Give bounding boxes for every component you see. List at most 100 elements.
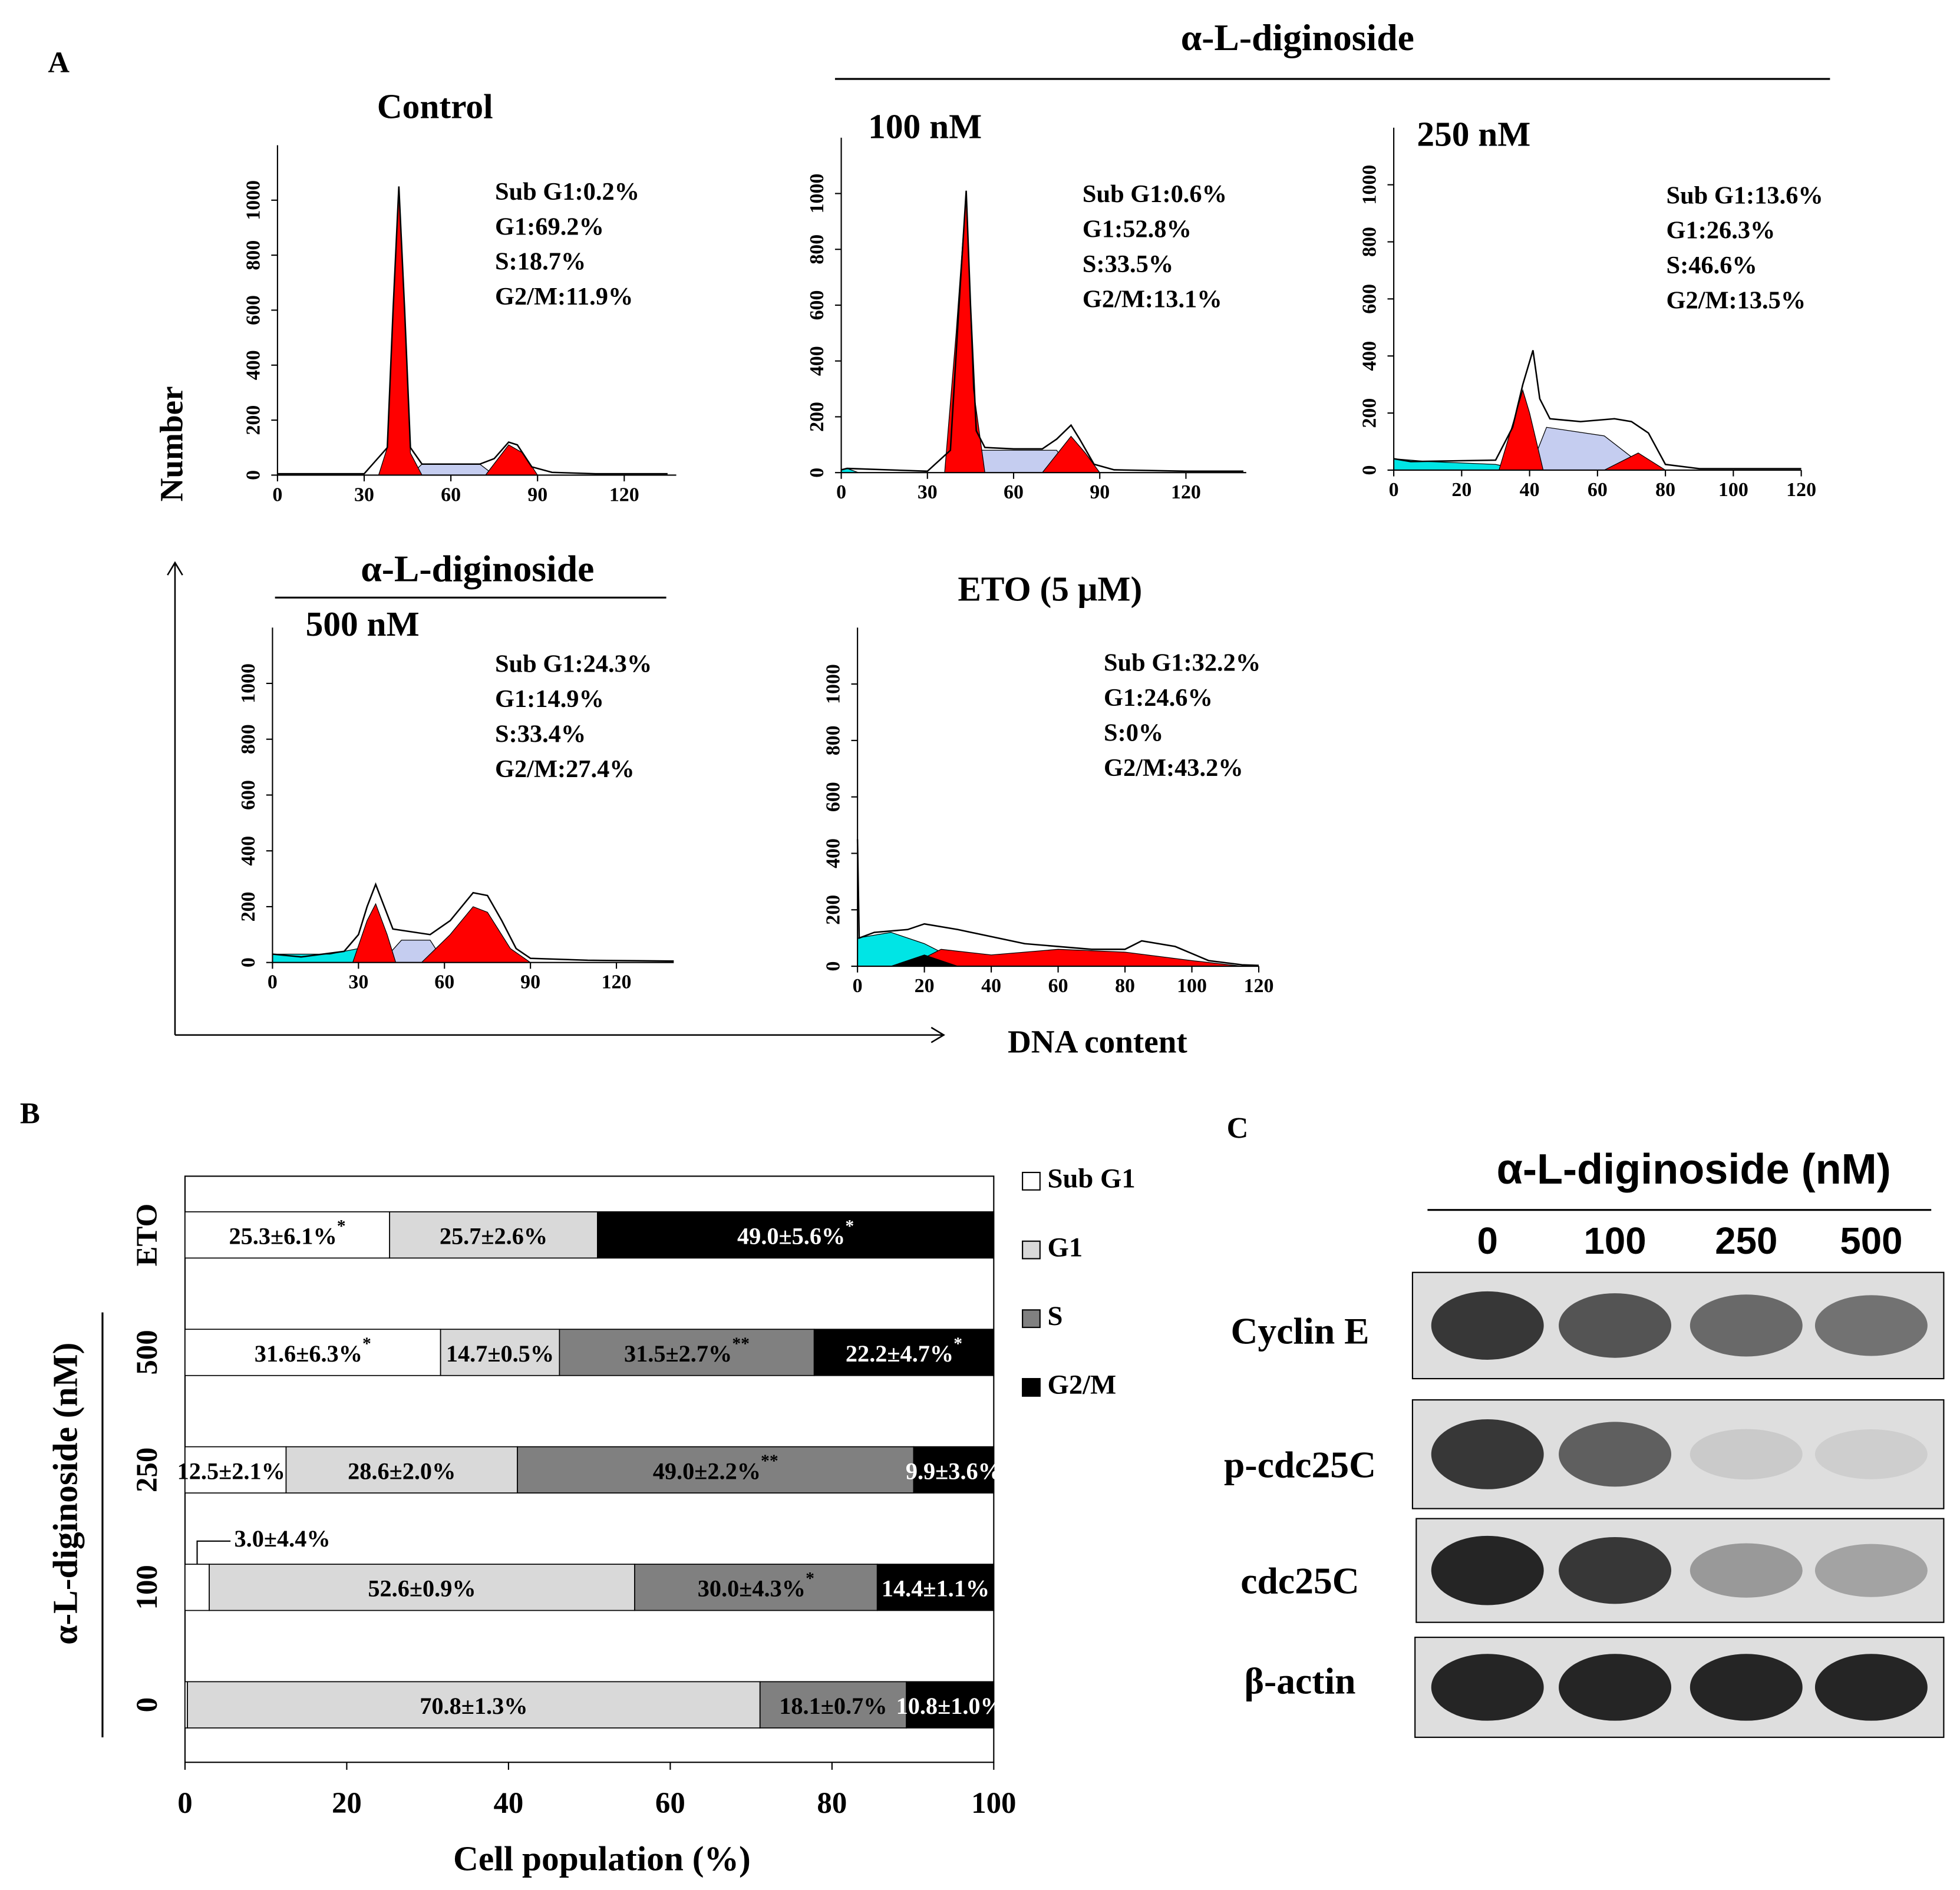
group-label: α-L-diginoside	[361, 547, 594, 589]
group-label: α-L-diginoside	[1181, 16, 1414, 58]
lane-label: 100	[1583, 1220, 1646, 1262]
value-label-text: 14.4±1.1%	[882, 1575, 989, 1602]
y-tick-label: 200	[1359, 398, 1381, 428]
value-label: 52.6±0.9%	[368, 1575, 476, 1602]
y-tick-label: 800	[806, 234, 828, 265]
significance-mark: **	[732, 1334, 750, 1353]
x-tick-label: 80	[1655, 479, 1675, 501]
significance-mark: *	[806, 1569, 814, 1588]
component-area	[1498, 389, 1544, 471]
x-tick-label: 80	[1115, 975, 1135, 997]
panel-title: 100 nM	[868, 107, 982, 146]
annotation: S:33.4%	[495, 720, 586, 748]
x-tick-label: 20	[332, 1787, 362, 1820]
total-trace	[841, 190, 1243, 472]
annotation: G1:24.6%	[1104, 684, 1213, 712]
y-tick-label: 400	[1359, 341, 1381, 371]
x-tick-label: 100	[1718, 479, 1748, 501]
legend-label: G2/M	[1048, 1370, 1117, 1400]
blot-band	[1431, 1535, 1544, 1605]
value-label: 25.3±6.1%*	[229, 1217, 345, 1250]
value-label-text: 9.9±3.6%	[906, 1458, 1002, 1485]
y-tick-label: 0	[823, 961, 844, 972]
legend-label: G1	[1048, 1232, 1083, 1263]
x-tick-label: 0	[272, 484, 282, 505]
bar-segment	[876, 1564, 995, 1611]
value-label-text: 14.7±0.5%	[446, 1340, 554, 1367]
panel-title: Control	[377, 87, 493, 126]
value-label: 14.7±0.5%	[446, 1340, 554, 1367]
blot-band	[1690, 1429, 1803, 1480]
value-label-text: 30.0±4.3%	[698, 1575, 806, 1602]
total-trace	[856, 839, 1259, 966]
row-label: cdc25C	[1240, 1560, 1359, 1602]
x-tick-label: 0	[268, 972, 278, 993]
panel-title: 500 nM	[306, 604, 420, 643]
annotation: G1:26.3%	[1667, 217, 1776, 244]
significance-mark: **	[761, 1452, 778, 1471]
value-label-text: 49.0±5.6%	[737, 1223, 845, 1250]
value-label: 31.6±6.3%*	[255, 1334, 371, 1367]
x-tick-label: 100	[971, 1787, 1016, 1820]
annotation: Sub G1:0.6%	[1083, 180, 1227, 208]
category-label: 500	[131, 1330, 164, 1374]
x-tick-label: 0	[853, 975, 863, 997]
annotation: G2/M:43.2%	[1104, 754, 1243, 782]
blot-band	[1814, 1295, 1928, 1356]
lane-label: 250	[1715, 1220, 1777, 1262]
category-label: 0	[131, 1697, 164, 1712]
value-label-text: 52.6±0.9%	[368, 1575, 476, 1602]
blot-band	[1559, 1654, 1672, 1721]
category-label: 250	[131, 1448, 164, 1492]
value-label: 9.9±3.6%	[906, 1458, 1002, 1485]
y-tick-label: 1000	[243, 180, 265, 220]
legend-label: Sub G1	[1048, 1164, 1136, 1194]
blot-band	[1814, 1429, 1928, 1479]
value-label-text: 28.6±2.0%	[348, 1458, 456, 1485]
x-tick-label: 30	[348, 972, 368, 993]
legend-swatch	[1022, 1309, 1041, 1329]
significance-mark: *	[337, 1217, 346, 1235]
y-tick-label: 800	[823, 725, 844, 755]
component-area	[484, 444, 539, 476]
y-tick-label: 600	[1359, 284, 1381, 314]
row-label: p-cdc25C	[1224, 1443, 1376, 1485]
y-tick-label: 0	[1359, 465, 1381, 475]
annotation: S:46.6%	[1667, 252, 1757, 279]
value-label: 49.0±2.2%**	[653, 1452, 778, 1485]
annotation: Sub G1:24.3%	[495, 650, 652, 678]
blot-band	[1690, 1654, 1803, 1721]
value-label-text: 18.1±0.7%	[779, 1693, 887, 1719]
significance-mark: *	[362, 1334, 371, 1353]
x-tick-label: 30	[918, 481, 938, 503]
panel-title: 250 nM	[1417, 114, 1530, 153]
lane-label: 0	[1477, 1220, 1498, 1262]
component-area	[420, 906, 532, 963]
row-label: Cyclin E	[1230, 1310, 1369, 1352]
y-tick-label: 400	[243, 350, 265, 380]
x-tick-label: 20	[915, 975, 935, 997]
component-area	[409, 464, 496, 476]
total-trace	[1393, 350, 1801, 470]
y-tick-label: 400	[237, 836, 259, 866]
y-axis-label: α-L-diginoside (nM)	[45, 1343, 84, 1645]
bar-segment	[389, 1211, 598, 1259]
y-tick-label: 800	[1359, 227, 1381, 257]
x-tick-label: 20	[1451, 479, 1471, 501]
total-trace	[277, 186, 668, 475]
x-tick-label: 90	[1090, 481, 1110, 503]
value-label: 25.7±2.6%	[440, 1223, 547, 1250]
significance-mark: *	[845, 1217, 854, 1235]
x-tick-label: 120	[1786, 479, 1816, 501]
bar-segment	[559, 1329, 815, 1376]
blot-band	[1690, 1294, 1803, 1357]
bar-segment	[517, 1446, 915, 1494]
panel-letter: A	[48, 46, 70, 79]
total-trace	[272, 882, 674, 962]
y-tick-label: 200	[243, 405, 265, 435]
annotation: Sub G1:13.6%	[1667, 181, 1823, 209]
bar-segment	[813, 1329, 995, 1376]
annotation: G1:52.8%	[1083, 216, 1192, 243]
